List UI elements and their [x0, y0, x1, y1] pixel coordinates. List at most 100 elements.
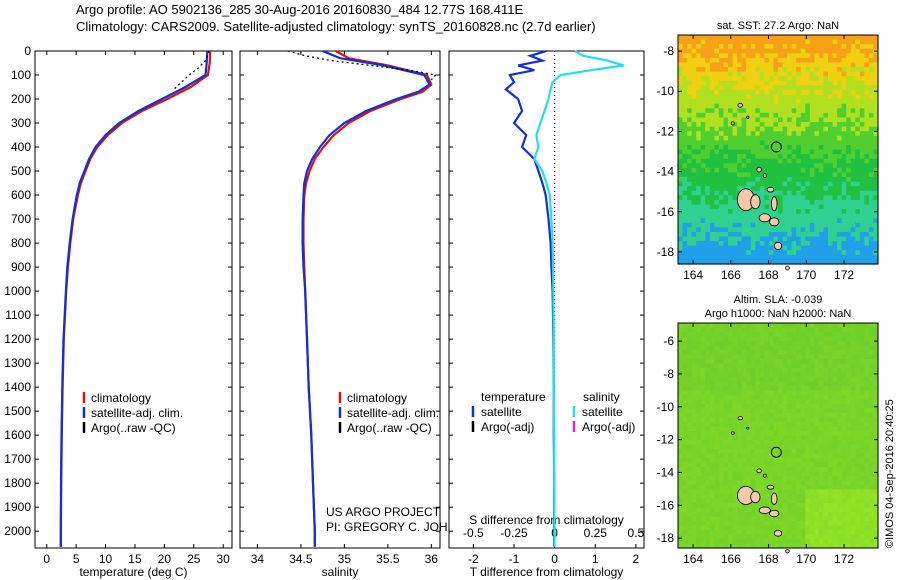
map-cell — [859, 516, 865, 522]
map-cell — [750, 94, 756, 100]
map-cell — [837, 39, 843, 45]
map-cell — [728, 94, 734, 100]
map-cell — [850, 245, 856, 251]
map-cell — [796, 368, 802, 374]
map-cell — [873, 222, 879, 228]
map-cell — [709, 204, 715, 210]
map-cell — [796, 44, 802, 50]
map-cell — [864, 236, 870, 242]
map-cell — [855, 99, 861, 105]
map-cell — [864, 494, 870, 500]
x-top-tick-label: -0.5 — [463, 526, 484, 540]
map-cell — [709, 67, 715, 73]
map-cell — [768, 480, 775, 486]
map-cell — [814, 39, 820, 45]
map-cell — [778, 327, 784, 333]
map-cell — [850, 489, 856, 495]
map-cell — [864, 99, 870, 105]
map-cell — [800, 458, 806, 464]
map-cell — [682, 471, 688, 477]
map-cell — [746, 327, 752, 333]
map-cell — [691, 172, 697, 178]
map-cell — [873, 186, 879, 192]
map-cell — [705, 426, 711, 432]
map-cell — [728, 186, 734, 192]
map-cell — [864, 390, 870, 396]
map-cell — [750, 122, 756, 128]
map-cell — [678, 103, 684, 109]
map-cell — [805, 126, 811, 132]
map-cell — [868, 199, 875, 206]
map-cell — [741, 254, 747, 261]
map-cell — [741, 480, 747, 486]
map-cell — [814, 521, 820, 527]
map-cell — [859, 395, 865, 401]
map-cell — [809, 167, 815, 173]
map-cell — [691, 453, 697, 459]
map-cell — [855, 512, 861, 518]
island-shape — [730, 121, 735, 126]
map-cell — [782, 525, 788, 531]
map-cell — [691, 426, 697, 432]
map-cell — [868, 204, 875, 210]
map-cell — [850, 422, 856, 428]
map-cell — [868, 368, 875, 374]
map-cell — [678, 350, 684, 356]
map-cell — [850, 231, 856, 238]
map-cell — [678, 245, 684, 251]
map-cell — [700, 99, 706, 105]
map-cell — [868, 494, 875, 500]
map-cell — [700, 404, 706, 410]
map-cell — [873, 521, 879, 527]
map-cell — [709, 48, 715, 54]
map-cell — [850, 386, 856, 392]
map-cell — [687, 76, 693, 82]
map-cell — [873, 71, 879, 77]
map-cell — [855, 350, 861, 356]
map-cell — [846, 140, 852, 146]
map-cell — [764, 108, 770, 114]
map-cell — [705, 449, 711, 455]
map-cell — [764, 209, 770, 215]
map-cell — [809, 525, 815, 531]
map-cell — [709, 507, 715, 513]
map-cell — [791, 323, 797, 329]
map-cell — [750, 254, 756, 261]
map-cell — [696, 449, 702, 455]
map-cell — [723, 57, 729, 64]
map-cell — [796, 62, 802, 68]
map-cell — [755, 176, 761, 183]
map-cell — [746, 471, 752, 477]
map-cell — [864, 381, 870, 387]
map-cell — [723, 512, 729, 518]
map-cell — [687, 543, 693, 549]
map-cell — [728, 386, 734, 392]
map-cell — [791, 213, 797, 219]
map-cell — [718, 408, 725, 414]
map-cell — [705, 71, 711, 77]
map-cell — [868, 485, 875, 491]
map-cell — [700, 53, 706, 59]
map-cell — [746, 449, 752, 455]
map-cell — [755, 126, 761, 132]
map-cell — [841, 422, 847, 428]
map-cell — [864, 422, 870, 428]
map-cell — [855, 377, 861, 383]
map-cell — [859, 539, 865, 545]
map-cell — [764, 350, 770, 356]
map-cell — [828, 408, 834, 414]
map-cell — [818, 485, 825, 491]
map-cell — [714, 154, 720, 160]
map-cell — [859, 39, 865, 45]
map-cell — [841, 135, 847, 141]
map-cell — [755, 158, 761, 164]
map-cell — [859, 426, 865, 432]
map-cell — [759, 381, 765, 387]
map-cell — [800, 154, 806, 160]
map-cell — [768, 404, 775, 410]
map-cell — [700, 135, 706, 141]
map-cell — [818, 462, 825, 468]
map-cell — [850, 503, 856, 509]
map-cell — [773, 122, 779, 128]
map-cell — [718, 516, 725, 522]
